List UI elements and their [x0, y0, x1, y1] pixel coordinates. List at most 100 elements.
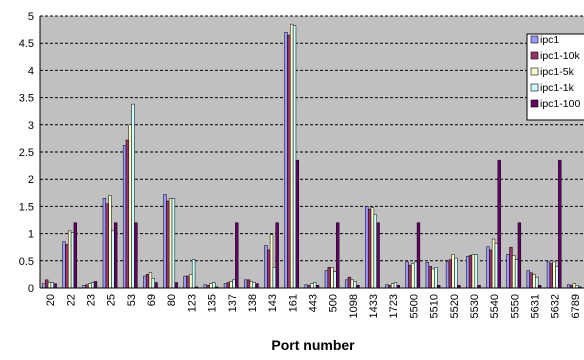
- x-tick-label: 1433: [368, 294, 380, 318]
- bar-ipc1-10k-138: [246, 279, 251, 289]
- bar-ipc1-161: [284, 32, 288, 289]
- bar-ipc1-20: [42, 283, 46, 289]
- bar-ipc1-25: [102, 197, 107, 289]
- bar-ipc1-10k-5500: [408, 264, 412, 289]
- bar-ipc1-1k-138: [252, 282, 256, 289]
- bar-ipc1-5k-1433: [370, 207, 375, 289]
- bar-ipc1-143: [264, 245, 268, 289]
- y-tick-label: 3.5: [19, 93, 34, 105]
- bar-ipc1-1k-23: [91, 282, 95, 289]
- y-tick-label: 4: [28, 65, 34, 77]
- bar-ipc1-10k-5540: [489, 249, 493, 289]
- x-tick-label: 161: [287, 294, 299, 312]
- bar-ipc1-1k-5510: [434, 267, 438, 289]
- x-tick-label: 143: [267, 294, 279, 312]
- bar-ipc1-5k-135: [209, 283, 213, 289]
- legend-entry: ipc1-100: [540, 98, 580, 110]
- y-tick-label: 5: [28, 11, 34, 23]
- x-tick-label: 5632: [550, 294, 562, 318]
- legend-swatch: [530, 83, 539, 92]
- bar-ipc1-1k-53: [131, 103, 135, 289]
- bar-ipc1-100-5632: [558, 159, 562, 289]
- bar-ipc1-5k-443: [310, 283, 314, 289]
- bar-ipc1-100-5500: [416, 222, 421, 289]
- legend-entry: ipc1-1k: [540, 82, 575, 94]
- bar-ipc1-1k-5550: [514, 259, 519, 289]
- bar-ipc1-1k-22: [70, 232, 75, 289]
- y-tick-label: 0.5: [19, 256, 34, 268]
- bar-ipc1-10k-5510: [428, 265, 432, 289]
- x-tick-label: 5520: [449, 294, 461, 318]
- bar-ipc1-5510: [425, 262, 430, 289]
- bar-ipc1-5632: [546, 261, 551, 289]
- bar-ipc1-1098: [344, 279, 349, 289]
- x-tick-label: 443: [308, 294, 320, 312]
- bar-ipc1-1k-161: [292, 24, 297, 289]
- bar-ipc1-1k-443: [313, 282, 317, 289]
- legend-swatch: [530, 35, 539, 44]
- bar-ipc1-1k-69: [151, 277, 155, 289]
- bar-ipc1-5k-123: [189, 274, 193, 289]
- bar-ipc1-5k-69: [148, 272, 153, 289]
- bar-ipc1-5k-5500: [411, 263, 415, 289]
- bar-ipc1-5530: [466, 256, 470, 289]
- bar-ipc1-1k-5500: [413, 261, 418, 289]
- x-axis-label: Port number: [271, 337, 355, 353]
- y-tick-label: 2.5: [19, 147, 34, 159]
- bar-ipc1-10k-1433: [367, 208, 372, 289]
- bar-ipc1-22: [62, 241, 66, 289]
- x-tick-label: 22: [65, 294, 77, 306]
- bar-ipc1-10k-5631: [529, 272, 533, 289]
- bar-ipc1-5k-5510: [431, 268, 435, 289]
- bar-ipc1-100-137: [235, 222, 239, 289]
- bar-ipc1-5k-25: [108, 195, 112, 289]
- legend-entry: ipc1: [540, 34, 559, 46]
- x-tick-label: 137: [227, 294, 239, 312]
- x-tick-label: 5500: [408, 294, 420, 318]
- y-tick-label: 0: [28, 283, 34, 295]
- y-tick-label: 1.5: [19, 201, 34, 213]
- bar-ipc1-5520: [445, 261, 450, 289]
- x-tick-label: 1723: [388, 294, 400, 318]
- bar-ipc1-100-80: [174, 282, 178, 289]
- x-tick-label: 53: [126, 294, 138, 306]
- bar-ipc1-10k-500: [327, 267, 331, 289]
- bar-ipc1-1k-80: [171, 197, 176, 289]
- bar-ipc1-10k-5550: [509, 246, 513, 289]
- y-tick-label: 1: [28, 229, 34, 241]
- x-tick-label: 5631: [530, 294, 542, 318]
- bar-ipc1-1k-1433: [373, 214, 377, 289]
- bar-ipc1-1k-1098: [353, 281, 357, 289]
- legend-entry: ipc1-10k: [540, 50, 580, 62]
- y-tick-label: 2: [28, 174, 34, 186]
- bar-ipc1-5k-138: [249, 281, 254, 289]
- x-tick-label: 1098: [348, 294, 360, 318]
- x-tick-label: 25: [106, 294, 118, 306]
- bar-ipc1-5k-1723: [390, 283, 395, 289]
- bar-ipc1-100-20: [53, 283, 57, 289]
- bar-ipc1-100-53: [134, 222, 138, 289]
- bar-ipc1-10k-20: [44, 279, 49, 289]
- x-tick-labels: 20 22 23 25 53 69 80 123 135 137 138 143 161 443 500 10…: [45, 294, 582, 318]
- bar-ipc1-69: [143, 275, 147, 289]
- bar-ipc1-5k-5631: [532, 274, 536, 289]
- x-tick-label: 123: [186, 294, 198, 312]
- bar-ipc1-100-5540: [497, 159, 501, 289]
- y-tick-label: 3: [28, 120, 34, 132]
- bar-ipc1-1k-5631: [535, 276, 539, 289]
- bar-ipc1-100-25: [114, 222, 118, 289]
- bar-ipc1-10k-1098: [347, 276, 352, 289]
- bar-ipc1-1k-137: [232, 279, 236, 289]
- bar-ipc1-10k-143: [267, 249, 271, 289]
- bar-ipc1-100-1433: [376, 222, 380, 289]
- x-tick-label: 138: [247, 294, 259, 312]
- x-tick-label: 80: [166, 294, 178, 306]
- bar-ipc1-100-5550: [517, 222, 522, 289]
- x-tick-label: 5550: [509, 294, 521, 318]
- bar-ipc1-100-22: [73, 222, 77, 289]
- x-tick-label: 6789: [570, 294, 582, 318]
- bar-ipc1-10k-69: [145, 274, 150, 289]
- y-tick-label: 4.5: [19, 38, 34, 50]
- bar-ipc1-5k-161: [290, 23, 294, 289]
